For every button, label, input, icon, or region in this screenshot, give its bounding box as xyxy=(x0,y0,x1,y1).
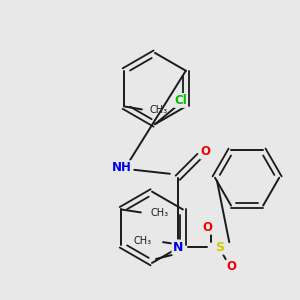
Text: S: S xyxy=(215,241,224,254)
Text: O: O xyxy=(202,221,212,234)
Text: NH: NH xyxy=(112,161,132,174)
Text: N: N xyxy=(172,241,183,254)
Text: Cl: Cl xyxy=(174,94,187,107)
Text: O: O xyxy=(200,146,211,158)
Text: CH₃: CH₃ xyxy=(151,208,169,218)
Text: CH₃: CH₃ xyxy=(133,236,151,246)
Text: O: O xyxy=(226,260,236,273)
Text: CH₃: CH₃ xyxy=(150,105,168,116)
